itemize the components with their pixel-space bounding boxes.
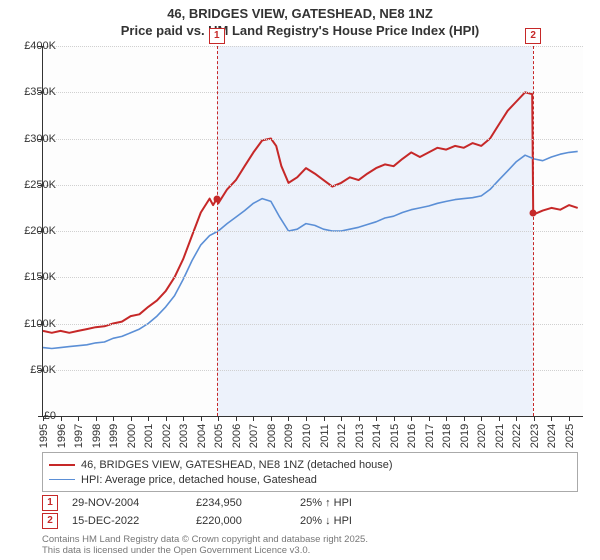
x-tick-label: 2007 <box>248 424 260 448</box>
x-tick-label: 2003 <box>178 424 190 448</box>
x-tick-label: 2010 <box>301 424 313 448</box>
footnote: Contains HM Land Registry data © Crown c… <box>42 534 578 557</box>
legend-row-1: 46, BRIDGES VIEW, GATESHEAD, NE8 1NZ (de… <box>49 457 571 472</box>
event-date-1: 29-NOV-2004 <box>72 497 182 509</box>
x-tick-label: 2005 <box>213 424 225 448</box>
y-tick-label: £0 <box>44 410 56 422</box>
legend-row-2: HPI: Average price, detached house, Gate… <box>49 472 571 487</box>
y-tick-label: £50K <box>30 364 56 376</box>
series-line-hpi <box>43 151 578 348</box>
legend: 46, BRIDGES VIEW, GATESHEAD, NE8 1NZ (de… <box>42 452 578 492</box>
legend-label-1: 46, BRIDGES VIEW, GATESHEAD, NE8 1NZ (de… <box>81 459 393 471</box>
chart-container: 46, BRIDGES VIEW, GATESHEAD, NE8 1NZ Pri… <box>0 0 600 560</box>
x-tick-label: 2022 <box>511 424 523 448</box>
event-marker-box: 1 <box>209 28 225 44</box>
x-tick-label: 2000 <box>126 424 138 448</box>
x-tick-label: 2014 <box>371 424 383 448</box>
x-tick-label: 2004 <box>196 424 208 448</box>
x-tick-label: 2006 <box>231 424 243 448</box>
footnote-line-1: Contains HM Land Registry data © Crown c… <box>42 534 578 545</box>
x-tick-label: 2016 <box>406 424 418 448</box>
x-tick-label: 2023 <box>529 424 541 448</box>
x-tick-label: 2025 <box>564 424 576 448</box>
event-date-2: 15-DEC-2022 <box>72 515 182 527</box>
x-tick-label: 2011 <box>319 424 331 448</box>
x-tick-label: 1998 <box>91 424 103 448</box>
x-tick-label: 2002 <box>161 424 173 448</box>
event-row-2: 2 15-DEC-2022 £220,000 20% ↓ HPI <box>42 512 578 530</box>
x-tick-label: 2021 <box>494 424 506 448</box>
x-tick-label: 1996 <box>56 424 68 448</box>
x-tick-label: 2017 <box>424 424 436 448</box>
event-dot <box>530 209 537 216</box>
title-line-1: 46, BRIDGES VIEW, GATESHEAD, NE8 1NZ <box>0 6 600 23</box>
event-dot <box>213 195 220 202</box>
x-tick-label: 1999 <box>108 424 120 448</box>
x-tick-label: 2019 <box>459 424 471 448</box>
event-row-1: 1 29-NOV-2004 £234,950 25% ↑ HPI <box>42 494 578 512</box>
event-price-1: £234,950 <box>196 497 286 509</box>
legend-swatch-2 <box>49 479 75 480</box>
event-marker-box: 2 <box>525 28 541 44</box>
x-tick-label: 2012 <box>336 424 348 448</box>
x-tick-label: 1997 <box>73 424 85 448</box>
legend-swatch-1 <box>49 464 75 466</box>
footnote-line-2: This data is licensed under the Open Gov… <box>42 545 578 556</box>
x-tick-label: 2008 <box>266 424 278 448</box>
event-marker-line <box>533 46 534 416</box>
y-tick-label: £400K <box>24 40 56 52</box>
y-tick-label: £300K <box>24 133 56 145</box>
x-tick-label: 2001 <box>143 424 155 448</box>
chart-plot-area: 12 <box>42 46 583 417</box>
title-line-2: Price paid vs. HM Land Registry's House … <box>0 23 600 40</box>
title-block: 46, BRIDGES VIEW, GATESHEAD, NE8 1NZ Pri… <box>0 0 600 40</box>
x-tick-label: 2009 <box>283 424 295 448</box>
event-delta-1: 25% ↑ HPI <box>300 497 352 509</box>
event-delta-2: 20% ↓ HPI <box>300 515 352 527</box>
event-marker-line <box>217 46 218 416</box>
event-num-1: 1 <box>42 495 58 511</box>
y-tick-label: £100K <box>24 318 56 330</box>
legend-label-2: HPI: Average price, detached house, Gate… <box>81 474 317 486</box>
x-tick-label: 1995 <box>38 424 50 448</box>
y-tick-label: £200K <box>24 225 56 237</box>
event-num-2: 2 <box>42 513 58 529</box>
x-tick-label: 2024 <box>546 424 558 448</box>
y-tick-label: £250K <box>24 179 56 191</box>
y-tick-label: £350K <box>24 86 56 98</box>
x-tick-label: 2013 <box>354 424 366 448</box>
event-price-2: £220,000 <box>196 515 286 527</box>
y-tick-label: £150K <box>24 271 56 283</box>
series-line-price_paid <box>43 92 578 332</box>
x-tick-label: 2020 <box>476 424 488 448</box>
events-table: 1 29-NOV-2004 £234,950 25% ↑ HPI 2 15-DE… <box>42 494 578 530</box>
x-tick-label: 2015 <box>389 424 401 448</box>
x-tick-label: 2018 <box>441 424 453 448</box>
